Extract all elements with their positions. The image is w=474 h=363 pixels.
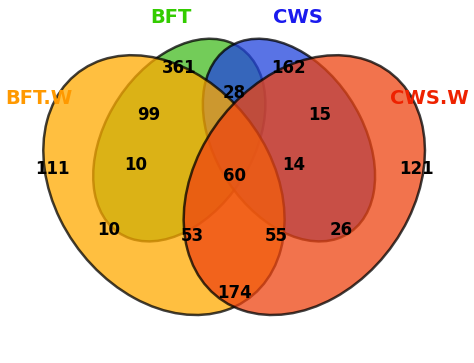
Text: 361: 361 [162,59,197,77]
Text: BFT.W: BFT.W [5,89,73,108]
Ellipse shape [43,55,284,315]
Text: 99: 99 [137,106,160,124]
Text: 28: 28 [223,84,246,102]
Text: CWS: CWS [273,8,323,27]
Text: 60: 60 [223,167,246,185]
Text: 162: 162 [272,59,306,77]
Text: 26: 26 [330,221,353,239]
Ellipse shape [184,55,425,315]
Text: 53: 53 [181,227,204,245]
Text: BFT: BFT [150,8,191,27]
Text: 174: 174 [217,284,252,302]
Text: 111: 111 [35,160,69,178]
Text: 15: 15 [308,106,331,124]
Text: 14: 14 [282,156,305,174]
Text: CWS.W: CWS.W [390,89,469,108]
Text: 10: 10 [124,156,147,174]
Ellipse shape [203,39,375,241]
Text: 10: 10 [98,221,120,239]
Ellipse shape [93,39,265,241]
Text: 121: 121 [399,160,433,178]
Text: 55: 55 [264,227,287,245]
